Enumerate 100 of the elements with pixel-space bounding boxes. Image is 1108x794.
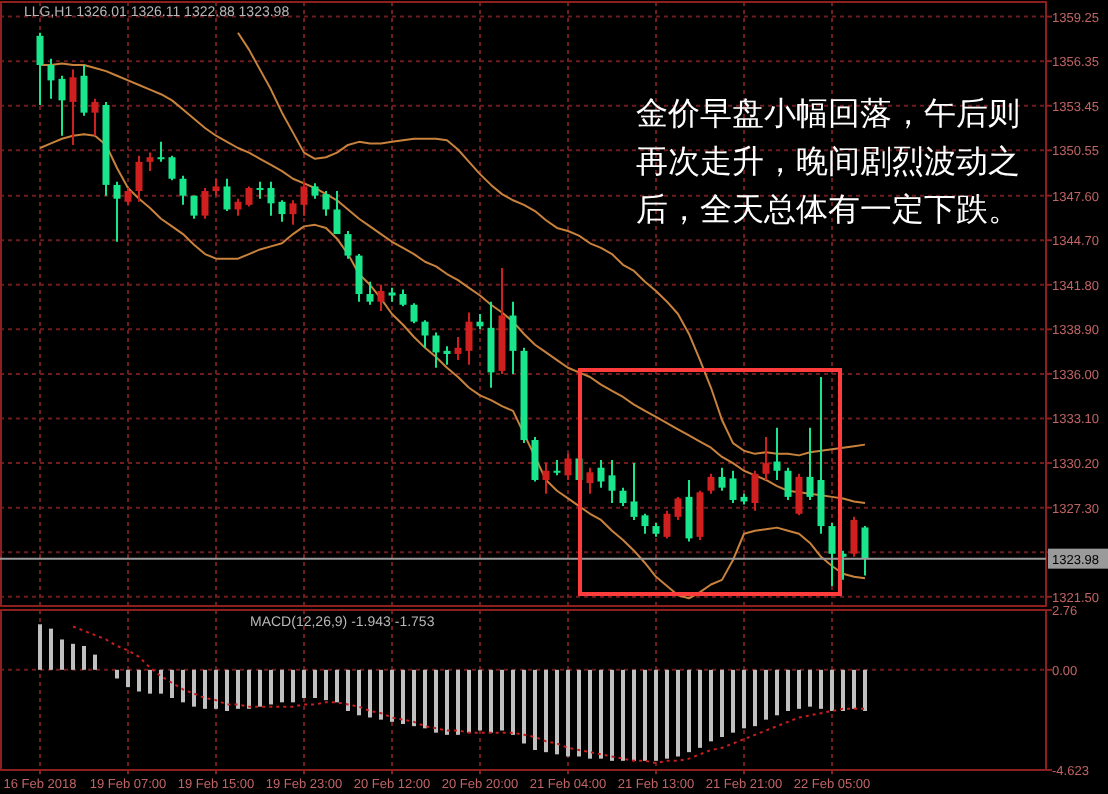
bar [401, 669, 405, 724]
bar [764, 669, 768, 720]
candlestick [410, 302, 418, 325]
bar [489, 669, 493, 733]
bar [445, 669, 449, 735]
candlestick [267, 180, 275, 217]
bar [599, 669, 603, 759]
candlestick [707, 472, 715, 495]
bar [566, 669, 570, 757]
bar [478, 669, 482, 731]
bar [852, 669, 856, 709]
bar [456, 669, 460, 735]
bar [379, 669, 383, 720]
candlestick [366, 280, 374, 306]
candlestick [146, 151, 154, 173]
candlestick [344, 230, 352, 260]
candlestick [597, 458, 605, 489]
bar [148, 669, 152, 694]
bar [643, 669, 647, 761]
candlestick [817, 376, 825, 535]
bar [170, 669, 174, 698]
bar [38, 624, 42, 670]
candlestick [443, 345, 451, 366]
bar [302, 669, 306, 698]
candlestick [509, 300, 517, 375]
bar [511, 669, 515, 735]
candlestick [663, 509, 671, 540]
bar [819, 669, 823, 709]
bar [676, 669, 680, 757]
candlestick [608, 458, 616, 505]
bar [60, 639, 64, 670]
bar [71, 643, 75, 670]
candlestick [300, 180, 308, 217]
bar [577, 669, 581, 757]
bar [522, 669, 526, 744]
candlestick [861, 524, 869, 577]
candlestick [729, 469, 737, 505]
bar [544, 669, 548, 753]
bar [423, 669, 427, 729]
candlestick [685, 478, 693, 543]
candlestick [223, 177, 231, 213]
candlestick [773, 426, 781, 481]
bar [181, 669, 185, 703]
bar [236, 669, 240, 709]
bar [830, 669, 834, 711]
candlestick [806, 426, 814, 501]
candlestick [47, 57, 55, 100]
candlestick [69, 68, 77, 146]
bar [808, 669, 812, 707]
bar [324, 669, 328, 701]
candlestick [58, 74, 66, 137]
candlestick [289, 199, 297, 226]
bar [115, 669, 119, 679]
candlestick [784, 466, 792, 501]
candlestick [674, 495, 682, 521]
bar [346, 669, 350, 711]
bar [93, 654, 97, 670]
candlestick [36, 31, 44, 106]
bar [357, 669, 361, 716]
bar [753, 669, 757, 727]
candlestick [630, 462, 638, 521]
candlestick [454, 336, 462, 362]
candlestick [487, 300, 495, 389]
bar [225, 669, 229, 711]
bar [786, 669, 790, 711]
candlestick [432, 331, 440, 369]
bar [742, 669, 746, 729]
bar [368, 669, 372, 718]
bar [720, 669, 724, 737]
bar [841, 669, 845, 711]
bar [467, 669, 471, 733]
bar [500, 669, 504, 731]
bar [258, 669, 262, 707]
candlestick [641, 512, 649, 535]
candlestick [828, 522, 836, 588]
candlestick [333, 190, 341, 236]
candlestick [542, 462, 550, 495]
bar [621, 669, 625, 761]
annotation: 金价早盘小幅回落，午后则再次走升，晚间剧烈波动之后，全天总体有一定下跌。 [636, 96, 1020, 228]
candlestick [113, 180, 121, 243]
line-series [72, 625, 866, 764]
candlestick [135, 154, 143, 203]
bar [555, 669, 559, 755]
candlestick [377, 283, 385, 312]
candlestick [91, 97, 99, 137]
bar [687, 669, 691, 753]
candlestick [421, 319, 429, 349]
bar [214, 669, 218, 709]
candlestick [465, 311, 473, 366]
candlestick [762, 435, 770, 481]
bar [434, 669, 438, 733]
bar [775, 669, 779, 716]
bar [797, 669, 801, 709]
candlestick [531, 435, 539, 483]
candlestick [696, 489, 704, 541]
candlestick [355, 253, 363, 303]
bar [731, 669, 735, 733]
bar [49, 628, 53, 670]
bar [654, 669, 658, 761]
bar [709, 669, 713, 742]
